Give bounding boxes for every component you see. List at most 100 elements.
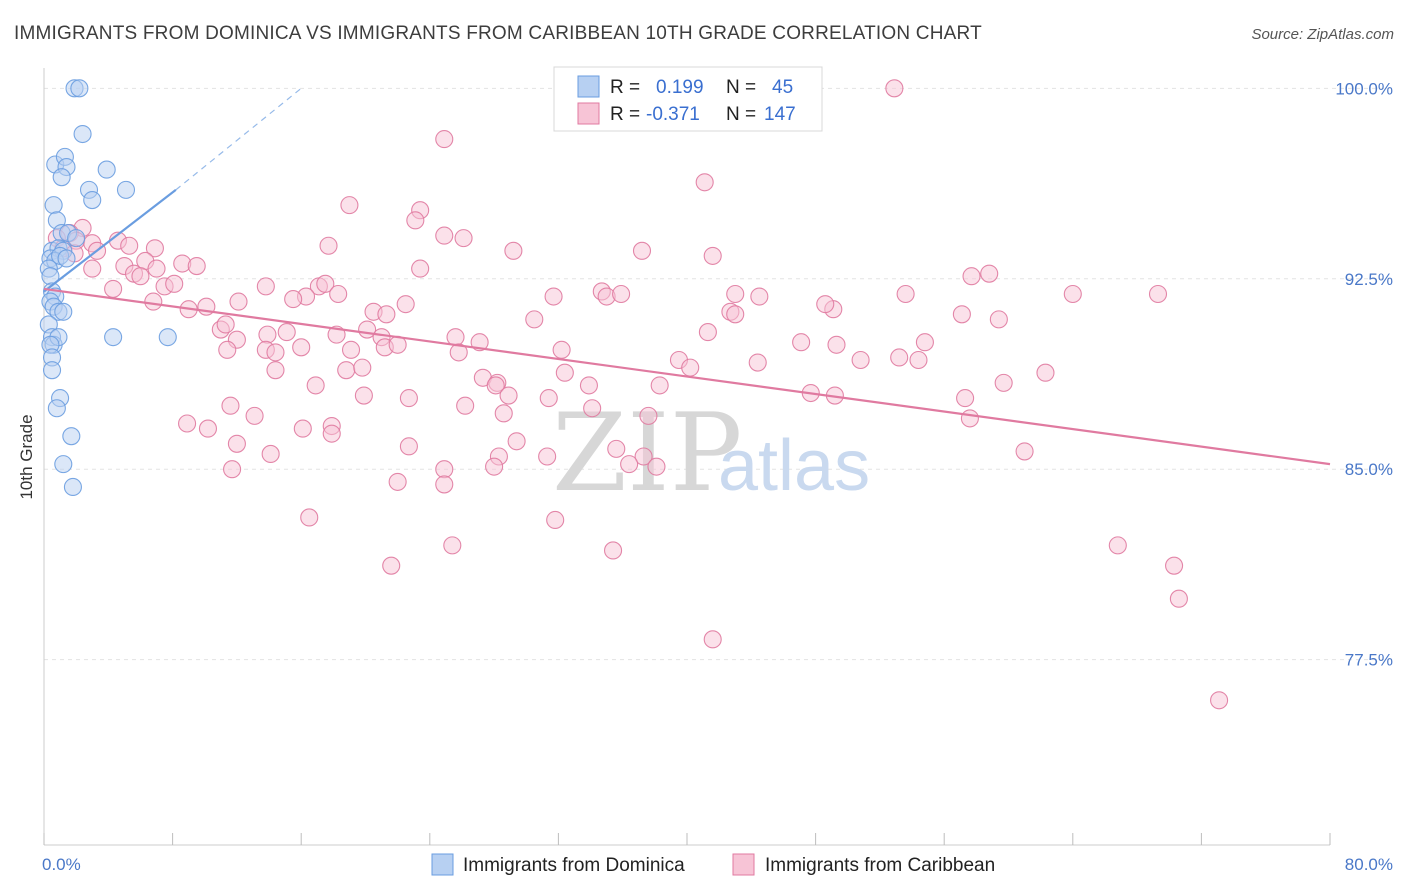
point-caribbean xyxy=(579,376,598,395)
x-axis-ticks xyxy=(43,833,1331,845)
point-caribbean xyxy=(890,348,909,367)
point-caribbean xyxy=(223,460,242,479)
point-dominica xyxy=(73,124,92,144)
point-dominica xyxy=(97,160,116,179)
series-legend-label-caribbean: Immigrants from Caribbean xyxy=(765,855,995,876)
point-caribbean xyxy=(145,239,164,258)
point-caribbean xyxy=(726,284,745,304)
point-caribbean xyxy=(952,305,971,324)
point-caribbean xyxy=(377,305,396,324)
point-caribbean xyxy=(827,335,846,354)
point-caribbean xyxy=(277,323,296,342)
legend-swatch-caribbean xyxy=(577,102,600,125)
point-caribbean xyxy=(306,376,325,395)
point-caribbean xyxy=(83,259,102,278)
x-tick-label: 0.0% xyxy=(42,855,81,874)
point-caribbean xyxy=(851,350,870,370)
point-caribbean xyxy=(165,274,184,293)
point-caribbean xyxy=(525,310,544,329)
point-caribbean xyxy=(1169,589,1188,608)
point-dominica xyxy=(42,361,62,380)
point-caribbean xyxy=(552,340,571,359)
point-caribbean xyxy=(144,292,163,311)
point-caribbean xyxy=(435,475,454,494)
trend-line-dominica xyxy=(43,189,177,293)
point-caribbean xyxy=(435,226,454,245)
gridlines xyxy=(44,87,1392,661)
point-caribbean xyxy=(435,130,454,149)
point-dominica xyxy=(54,302,73,321)
y-tick-label: 100.0% xyxy=(1335,79,1393,98)
point-caribbean xyxy=(245,406,264,425)
point-caribbean xyxy=(104,279,123,298)
point-caribbean xyxy=(340,196,359,215)
point-caribbean xyxy=(396,295,415,314)
point-caribbean xyxy=(583,399,602,418)
point-caribbean xyxy=(681,358,700,377)
point-caribbean xyxy=(316,274,335,293)
point-caribbean xyxy=(120,236,139,255)
watermark-atlas: atlas xyxy=(718,426,870,506)
point-caribbean xyxy=(216,315,235,334)
point-caribbean xyxy=(411,259,430,278)
point-dominica xyxy=(44,196,63,215)
point-caribbean xyxy=(650,376,669,395)
trend-lines xyxy=(43,87,1331,466)
point-caribbean xyxy=(292,338,311,357)
chart-source: Source: ZipAtlas.com xyxy=(1251,26,1394,43)
point-caribbean xyxy=(485,457,504,476)
point-dominica xyxy=(62,427,81,446)
point-caribbean xyxy=(319,236,338,255)
point-caribbean xyxy=(266,343,285,362)
point-dominica xyxy=(116,180,136,199)
y-tick-label: 92.5% xyxy=(1345,270,1393,289)
point-caribbean xyxy=(227,434,246,453)
point-caribbean xyxy=(354,386,373,405)
point-dominica xyxy=(63,477,82,497)
point-dominica xyxy=(47,399,66,418)
series-legend: Immigrants from Dominica Immigrants from… xyxy=(431,853,995,876)
point-caribbean xyxy=(399,437,418,456)
point-caribbean xyxy=(750,287,769,306)
point-caribbean xyxy=(198,419,218,438)
legend-r-value-dominica: 0.199 xyxy=(656,77,704,98)
point-caribbean xyxy=(341,340,361,359)
point-caribbean xyxy=(620,455,639,474)
point-caribbean xyxy=(634,447,653,466)
point-caribbean xyxy=(538,447,557,466)
point-caribbean xyxy=(896,284,915,304)
point-caribbean xyxy=(329,284,348,304)
point-caribbean xyxy=(546,510,565,530)
point-caribbean xyxy=(748,353,767,372)
point-dominica xyxy=(104,328,123,347)
legend-n-value-caribbean: 147 xyxy=(764,104,796,125)
point-caribbean xyxy=(612,284,631,304)
point-caribbean xyxy=(507,432,526,451)
point-caribbean xyxy=(218,340,237,359)
point-dominica xyxy=(52,168,71,187)
point-caribbean xyxy=(300,508,319,527)
point-caribbean xyxy=(266,361,285,380)
trend-extension-dominica xyxy=(175,87,302,191)
point-caribbean xyxy=(353,358,372,377)
trend-line-caribbean xyxy=(43,287,1331,466)
point-caribbean xyxy=(147,259,166,278)
point-caribbean xyxy=(382,556,401,575)
point-caribbean xyxy=(639,406,658,425)
point-caribbean xyxy=(399,389,418,408)
legend-r-value-caribbean: -0.371 xyxy=(646,104,700,125)
point-caribbean xyxy=(1148,284,1168,304)
x-tick-label: 80.0% xyxy=(1345,855,1393,874)
series-legend-label-dominica: Immigrants from Dominica xyxy=(463,855,685,876)
point-caribbean xyxy=(131,267,150,286)
point-dominica xyxy=(158,328,177,347)
point-dominica xyxy=(57,249,76,268)
point-caribbean xyxy=(994,373,1013,392)
legend-r-label-dominica: R = xyxy=(610,77,640,98)
point-caribbean xyxy=(486,376,505,395)
point-caribbean xyxy=(703,246,722,265)
legend-n-value-dominica: 45 xyxy=(772,77,793,98)
series-legend-swatch-dominica xyxy=(431,853,454,876)
point-caribbean xyxy=(1063,284,1082,304)
chart-title: IMMIGRANTS FROM DOMINICA VS IMMIGRANTS F… xyxy=(14,23,982,44)
